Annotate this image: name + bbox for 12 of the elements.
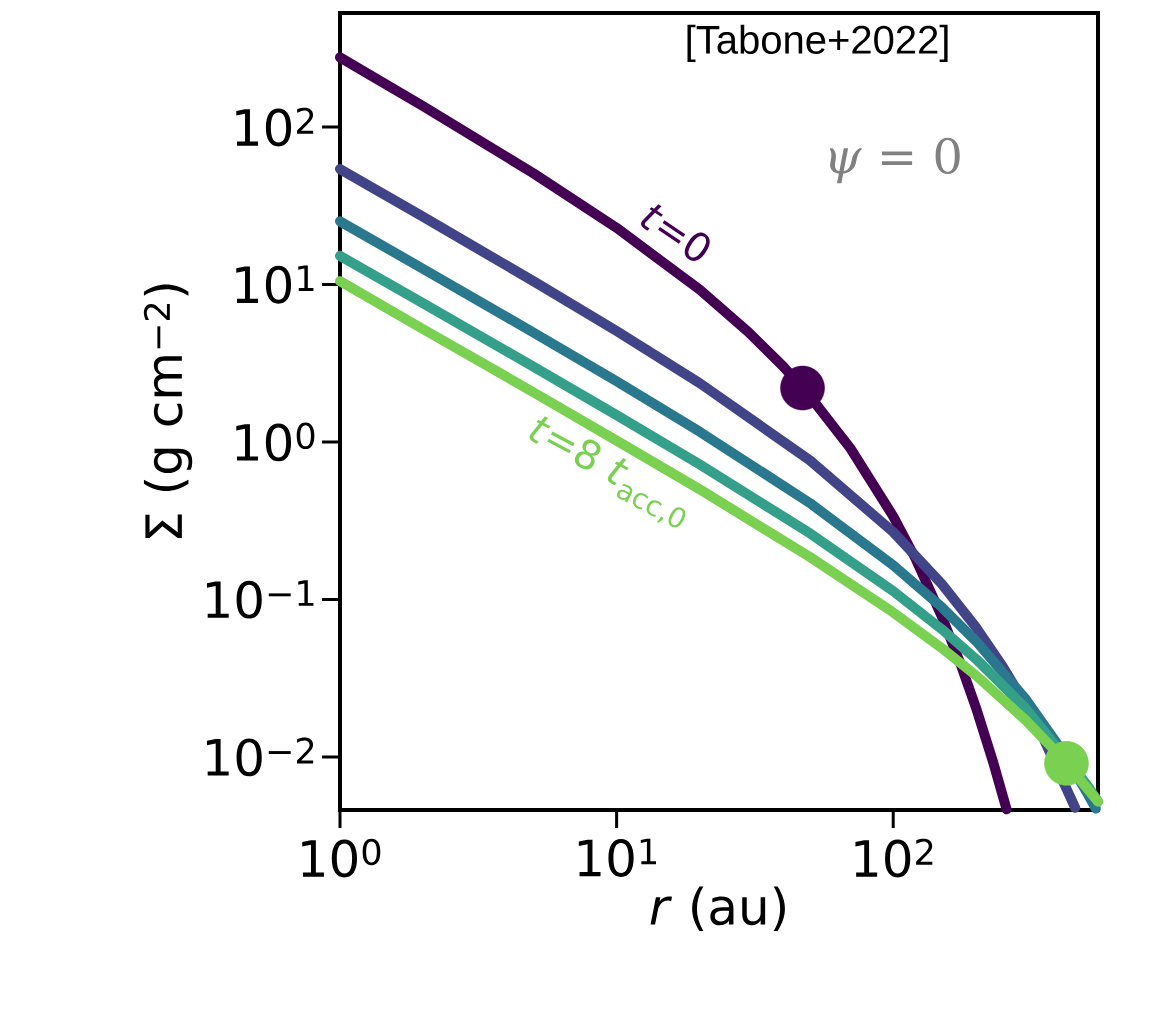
y-tick-label: 10$^{−1}$ <box>206 580 314 619</box>
x-tick-label: 10$^{1}$ <box>578 838 656 877</box>
y-tick-label: 10$^{0}$ <box>236 422 315 462</box>
y-axis-title: Σ (g cm$^{−2}$) <box>143 284 193 538</box>
y-tick-label: 10$^{1}$ <box>236 265 314 304</box>
y-tick-label: 10$^{2}$ <box>236 107 314 147</box>
annotation: ψ = 0 <box>829 137 960 184</box>
y-tick-label: 10$^{−2}$ <box>206 737 314 777</box>
x-axis-title: r (au) <box>650 886 785 932</box>
annotation: [Tabone+2022] <box>687 24 948 62</box>
x-tick-label: 10$^{0}$ <box>302 838 381 878</box>
x-tick-label: 10$^{2}$ <box>855 838 933 878</box>
